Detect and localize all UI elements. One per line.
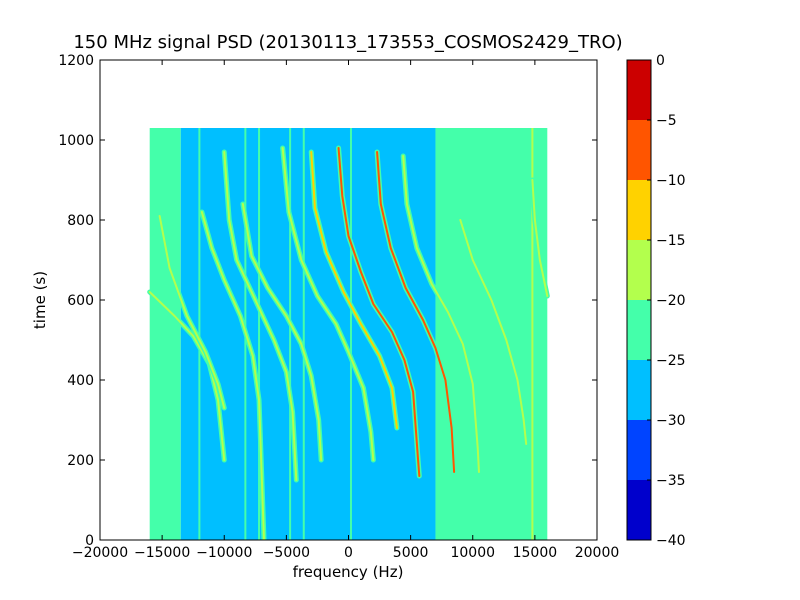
signal-trace: [376, 151, 456, 473]
y-axis-label: time (s): [31, 271, 49, 329]
signal-trace: [531, 179, 549, 297]
x-tick-label: −5000: [263, 545, 310, 561]
y-tick-label: 1200: [58, 53, 94, 69]
colorbar-tick-label: −20: [656, 293, 686, 309]
colorbar-level: [627, 240, 651, 300]
x-tick-label: −10000: [196, 545, 252, 561]
x-tick-label: 20000: [575, 545, 620, 561]
plot-area: [147, 128, 550, 540]
colorbar-tick-label: −10: [656, 173, 686, 189]
colorbar-level: [627, 480, 651, 540]
signal-trace: [310, 151, 398, 429]
signal-trace: [337, 147, 421, 477]
colorbar-level: [627, 120, 651, 180]
signal-trace: [281, 147, 375, 461]
colorbar-level: [627, 420, 651, 480]
signal-trace: [148, 291, 226, 461]
x-tick-label: 0: [344, 545, 353, 561]
signal-trace: [158, 215, 226, 409]
colorbar-tick-label: −35: [656, 473, 686, 489]
colorbar: 0 −5 −10 −15 −20 −25 −30 −35 −40: [626, 53, 686, 549]
colorbar-level: [627, 300, 651, 360]
x-tick-label: 5000: [393, 545, 429, 561]
heatmap-region: [149, 128, 181, 540]
colorbar-level: [627, 60, 651, 120]
signal-trace: [402, 155, 480, 473]
y-tick-label: 600: [67, 293, 94, 309]
colorbar-tick-label: −5: [656, 113, 677, 129]
y-tick-label: 200: [67, 453, 94, 469]
y-axis: 0 200 400 600 800 1000 1200: [58, 53, 597, 549]
colorbar-tick-label: −25: [656, 353, 686, 369]
heatmap-region: [180, 128, 436, 540]
y-tick-label: 400: [67, 373, 94, 389]
x-axis-label: frequency (Hz): [293, 563, 404, 581]
y-tick-label: 1000: [58, 133, 94, 149]
y-tick-label: 0: [85, 533, 94, 549]
y-tick-label: 800: [67, 213, 94, 229]
x-tick-label: 15000: [513, 545, 558, 561]
x-tick-label: −20000: [72, 545, 128, 561]
signal-trace: [459, 219, 528, 445]
x-axis: −20000 −15000 −10000 −5000 0 5000 10000 15000 20…: [72, 60, 619, 561]
colorbar-level: [627, 360, 651, 420]
colorbar-tick-label: −40: [656, 533, 686, 549]
heatmap: [147, 128, 550, 540]
colorbar-tick-label: −30: [656, 413, 686, 429]
signal-trace: [223, 151, 298, 481]
signal-trace: [241, 203, 323, 461]
colorbar-tick-label: −15: [656, 233, 686, 249]
signal-trace: [200, 211, 266, 540]
colorbar-level: [627, 180, 651, 240]
colorbar-tick-label: 0: [656, 53, 665, 69]
chart-title: 150 MHz signal PSD (20130113_173553_COSM…: [73, 32, 622, 53]
x-tick-label: −15000: [134, 545, 190, 561]
x-tick-label: 10000: [450, 545, 495, 561]
